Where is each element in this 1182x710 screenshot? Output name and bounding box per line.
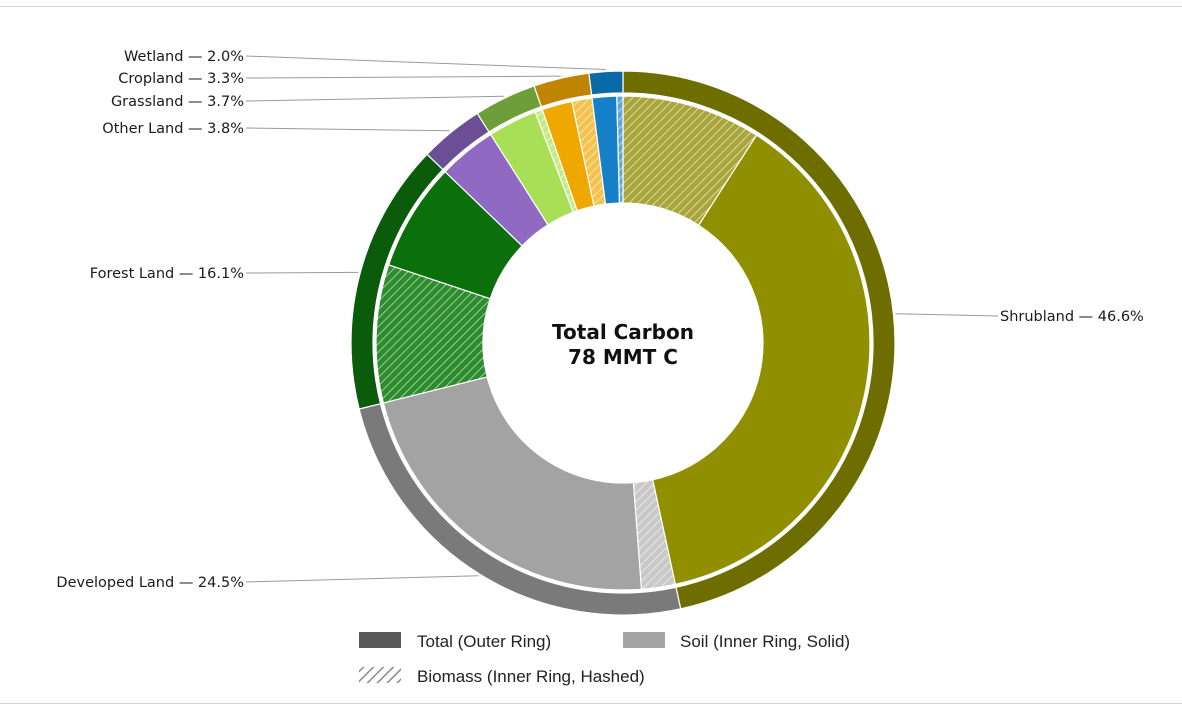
developed-land-biomass-slice: [632, 479, 677, 590]
legend-label-soil: Soil (Inner Ring, Solid): [680, 632, 850, 651]
legend-swatch-biomass: [359, 667, 401, 683]
other-land-leader-line: [245, 127, 450, 132]
developed-land-soil-slice: [382, 376, 643, 591]
center-label: Total Carbon 78 MMT C: [552, 320, 694, 369]
shrubland-leader-line: [895, 313, 999, 317]
wetland-leader-line: [245, 55, 606, 71]
wetland-outer-slice: [588, 70, 624, 96]
legend: Total (Outer Ring) Soil (Inner Ring, Sol…: [359, 632, 850, 686]
cropland-label: Cropland — 3.3%: [118, 71, 244, 87]
outer-ring: [350, 70, 896, 616]
grassland-label: Grassland — 3.7%: [111, 94, 244, 110]
other-land-label: Other Land — 3.8%: [102, 121, 244, 137]
forest-land-leader-line: [245, 271, 359, 274]
slice-labels: Shrubland — 46.6% Developed Land — 24.5% F…: [56, 49, 1143, 591]
wetland-label: Wetland — 2.0%: [124, 49, 244, 65]
legend-label-biomass: Biomass (Inner Ring, Hashed): [417, 667, 645, 686]
cropland-leader-line: [245, 75, 561, 79]
shrubland-label: Shrubland — 46.6%: [1000, 309, 1144, 325]
legend-label-total: Total (Outer Ring): [417, 632, 551, 651]
legend-swatch-total: [359, 632, 401, 648]
top-divider: [0, 6, 1182, 7]
forest-land-label: Forest Land — 16.1%: [90, 266, 244, 282]
developed-land-label: Developed Land — 24.5%: [56, 575, 244, 591]
forest-land-biomass-slice: [375, 264, 491, 404]
shrubland-soil-slice: [651, 134, 871, 586]
wetland-biomass-slice: [616, 95, 624, 204]
grassland-leader-line: [245, 95, 505, 102]
center-total: 78 MMT C: [568, 345, 678, 369]
bottom-divider: [0, 703, 1182, 704]
developed-land-leader-line: [245, 575, 479, 583]
inner-ring: [375, 95, 871, 591]
legend-swatch-soil: [623, 632, 665, 648]
shrubland-biomass-slice: [622, 95, 758, 227]
leader-lines: [245, 55, 999, 583]
center-title: Total Carbon: [552, 320, 694, 344]
